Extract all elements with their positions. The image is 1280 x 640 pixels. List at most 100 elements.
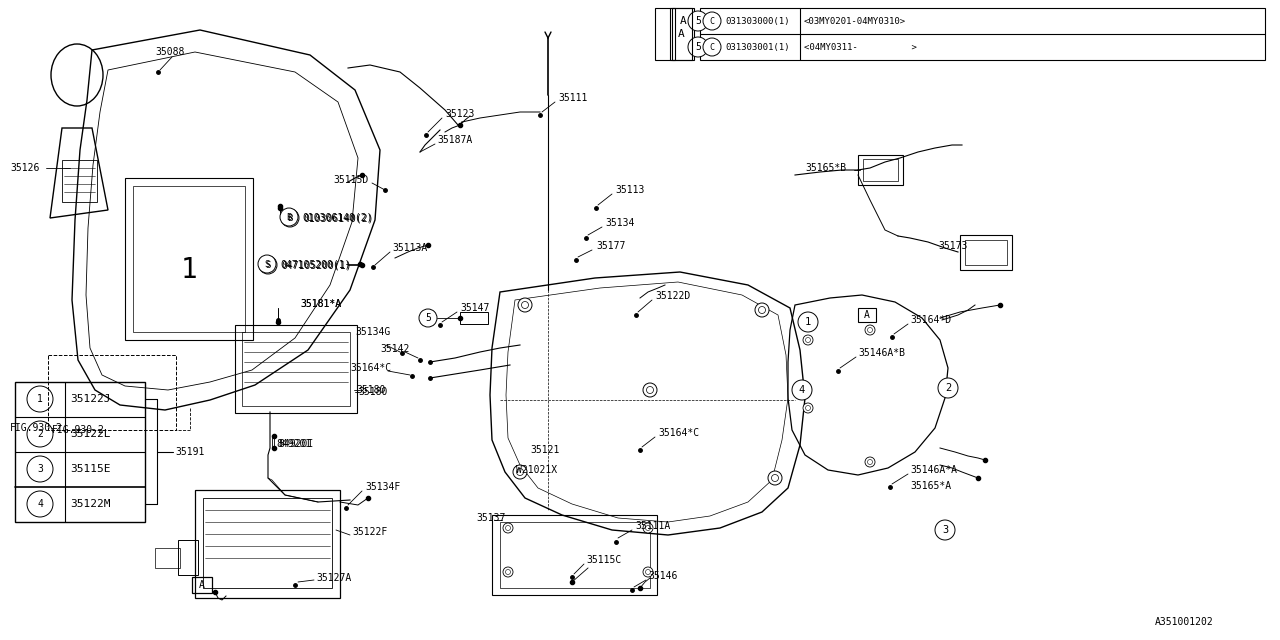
Text: 010306140(2): 010306140(2) bbox=[302, 212, 372, 222]
Circle shape bbox=[282, 209, 300, 227]
Text: B: B bbox=[287, 214, 293, 223]
Circle shape bbox=[805, 337, 810, 342]
Bar bbox=[195, 490, 340, 598]
Text: 35177: 35177 bbox=[596, 241, 626, 251]
Circle shape bbox=[803, 403, 813, 413]
Text: 35134: 35134 bbox=[605, 218, 635, 228]
Circle shape bbox=[865, 457, 876, 467]
Text: 35180: 35180 bbox=[356, 385, 385, 395]
Text: 84920I: 84920I bbox=[278, 439, 314, 449]
Text: 35181*A: 35181*A bbox=[300, 299, 342, 309]
Text: 031303001(1): 031303001(1) bbox=[724, 42, 790, 51]
Circle shape bbox=[259, 256, 276, 274]
Text: 2: 2 bbox=[945, 383, 951, 393]
Circle shape bbox=[868, 328, 873, 333]
Text: 047105200(1): 047105200(1) bbox=[282, 260, 352, 270]
Text: 1: 1 bbox=[37, 394, 44, 404]
Text: 35122F: 35122F bbox=[352, 527, 388, 537]
Text: 35173: 35173 bbox=[938, 241, 968, 251]
Bar bbox=[492, 515, 657, 595]
Text: 010306140(2): 010306140(2) bbox=[303, 213, 374, 223]
Bar bbox=[700, 8, 1265, 60]
Bar bbox=[242, 332, 349, 406]
Text: 4: 4 bbox=[799, 385, 805, 395]
Circle shape bbox=[645, 570, 650, 575]
Circle shape bbox=[503, 523, 513, 533]
Text: <03MY0201-04MY0310>: <03MY0201-04MY0310> bbox=[804, 17, 906, 26]
Circle shape bbox=[419, 309, 436, 327]
Text: 047105200(1): 047105200(1) bbox=[280, 259, 351, 269]
Text: <04MY0311-          >: <04MY0311- > bbox=[804, 42, 916, 51]
Bar bbox=[500, 522, 650, 588]
Bar bbox=[236, 325, 357, 413]
Text: 35146A*A: 35146A*A bbox=[910, 465, 957, 475]
Circle shape bbox=[768, 471, 782, 485]
Text: A: A bbox=[677, 29, 685, 39]
Text: 35122L: 35122L bbox=[70, 429, 110, 439]
Circle shape bbox=[506, 525, 511, 531]
Text: 35164*D: 35164*D bbox=[910, 315, 951, 325]
Circle shape bbox=[755, 303, 769, 317]
Circle shape bbox=[503, 567, 513, 577]
Text: 35111A: 35111A bbox=[635, 521, 671, 531]
Circle shape bbox=[759, 307, 765, 314]
Bar bbox=[965, 240, 1007, 265]
Text: A: A bbox=[864, 310, 870, 320]
Text: C: C bbox=[709, 17, 714, 26]
Text: 1: 1 bbox=[180, 256, 197, 284]
Text: 35088: 35088 bbox=[155, 47, 184, 57]
Text: 35113A: 35113A bbox=[392, 243, 428, 253]
Text: 35146: 35146 bbox=[648, 571, 677, 581]
Circle shape bbox=[689, 11, 708, 31]
Circle shape bbox=[689, 37, 708, 57]
Text: 35121: 35121 bbox=[530, 445, 559, 455]
Text: 35164*C: 35164*C bbox=[349, 363, 392, 373]
Text: 35147: 35147 bbox=[460, 303, 489, 313]
Text: 35165*B: 35165*B bbox=[805, 163, 846, 173]
Bar bbox=[672, 8, 694, 60]
Circle shape bbox=[792, 380, 812, 400]
Circle shape bbox=[27, 491, 52, 517]
Circle shape bbox=[868, 460, 873, 465]
Bar bbox=[858, 155, 902, 185]
Text: 5: 5 bbox=[425, 313, 431, 323]
Circle shape bbox=[643, 383, 657, 397]
Text: 2: 2 bbox=[37, 429, 44, 439]
Text: 35142: 35142 bbox=[380, 344, 410, 354]
Bar bbox=[15, 382, 145, 522]
Text: 35127A: 35127A bbox=[316, 573, 351, 583]
Circle shape bbox=[797, 312, 818, 332]
Bar bbox=[178, 540, 198, 575]
Text: 35123: 35123 bbox=[445, 109, 475, 119]
Text: 35122D: 35122D bbox=[655, 291, 690, 301]
Text: 84920I: 84920I bbox=[276, 439, 311, 449]
Text: 35180: 35180 bbox=[358, 387, 388, 397]
Circle shape bbox=[27, 421, 52, 447]
Text: 35126: 35126 bbox=[10, 163, 40, 173]
Bar bbox=[863, 159, 899, 181]
Text: 35137: 35137 bbox=[476, 513, 506, 523]
Bar bbox=[155, 548, 180, 568]
Text: 35113: 35113 bbox=[614, 185, 644, 195]
Text: 35191: 35191 bbox=[175, 447, 205, 456]
Circle shape bbox=[772, 474, 778, 481]
Circle shape bbox=[643, 523, 653, 533]
Bar bbox=[125, 178, 253, 340]
Text: 4: 4 bbox=[37, 499, 44, 509]
Bar bbox=[204, 498, 332, 588]
Circle shape bbox=[703, 38, 721, 56]
Circle shape bbox=[259, 255, 276, 273]
Bar bbox=[655, 8, 675, 60]
Text: 031303000(1): 031303000(1) bbox=[724, 17, 790, 26]
Bar bbox=[49, 355, 177, 430]
Bar bbox=[460, 312, 488, 324]
Circle shape bbox=[518, 298, 532, 312]
Text: 1: 1 bbox=[805, 317, 812, 327]
Circle shape bbox=[27, 386, 52, 412]
Circle shape bbox=[506, 570, 511, 575]
Text: 35115E: 35115E bbox=[70, 464, 110, 474]
Text: 3: 3 bbox=[942, 525, 948, 535]
Circle shape bbox=[646, 387, 654, 394]
Circle shape bbox=[521, 301, 529, 308]
Bar bbox=[192, 577, 212, 593]
